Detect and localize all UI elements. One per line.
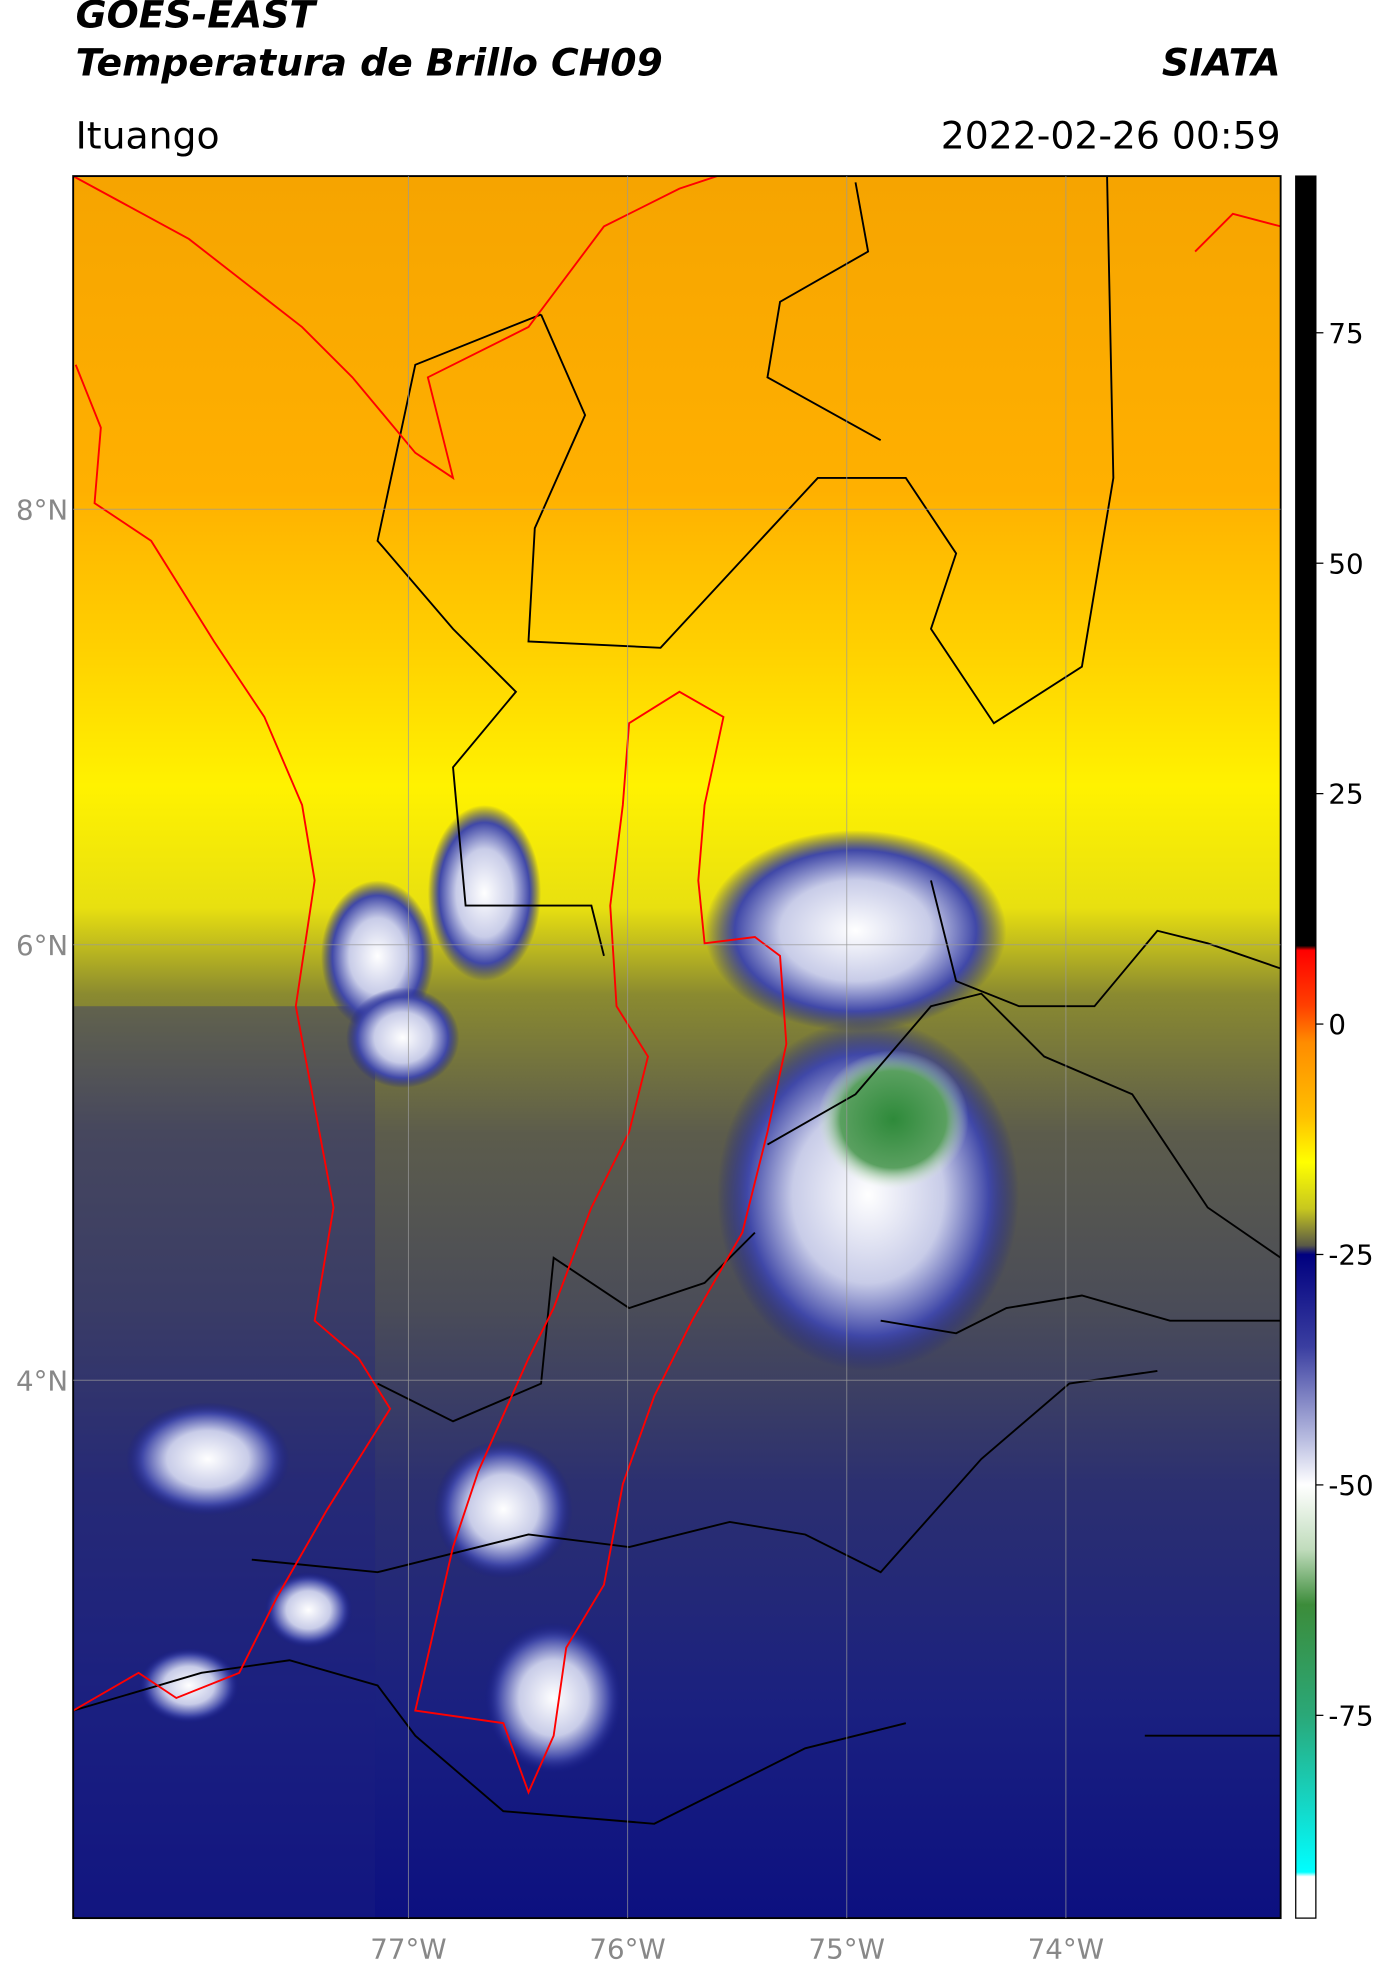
location: Ituango <box>76 113 220 157</box>
colorbar-tick-label: 50 <box>1328 547 1363 580</box>
lat-tick-label: 8°N <box>16 493 68 526</box>
map-image <box>73 176 1281 1919</box>
colorbar-tick-label: -50 <box>1328 1469 1373 1502</box>
lat-tick-label: 4°N <box>16 1364 68 1397</box>
datetime: 2022-02-26 00:59 <box>941 113 1281 157</box>
colorbar-tick-label: 25 <box>1328 778 1363 811</box>
colorbar-ramp <box>1295 175 1317 1919</box>
lon-tick-label: 77°W <box>370 1932 446 1965</box>
lon-tick-label: 74°W <box>1028 1932 1104 1965</box>
title: GOES-EAST <box>76 0 319 37</box>
lat-tick-label: 6°N <box>16 929 68 962</box>
map-frame <box>72 175 1282 1920</box>
source: SIATA <box>1162 40 1281 84</box>
colorbar-tick-label: 75 <box>1328 317 1363 350</box>
subtitle: Temperatura de Brillo CH09 <box>76 40 663 84</box>
colorbar-tick-label: 0 <box>1328 1008 1346 1041</box>
colorbar-tick-label: -25 <box>1328 1239 1373 1272</box>
lon-tick-label: 75°W <box>809 1932 885 1965</box>
colorbar: 75 50 25 0 -25 -50 -75 <box>1295 175 1374 1919</box>
colorbar-tick-label: -75 <box>1328 1699 1373 1732</box>
lon-tick-label: 76°W <box>589 1932 665 1965</box>
